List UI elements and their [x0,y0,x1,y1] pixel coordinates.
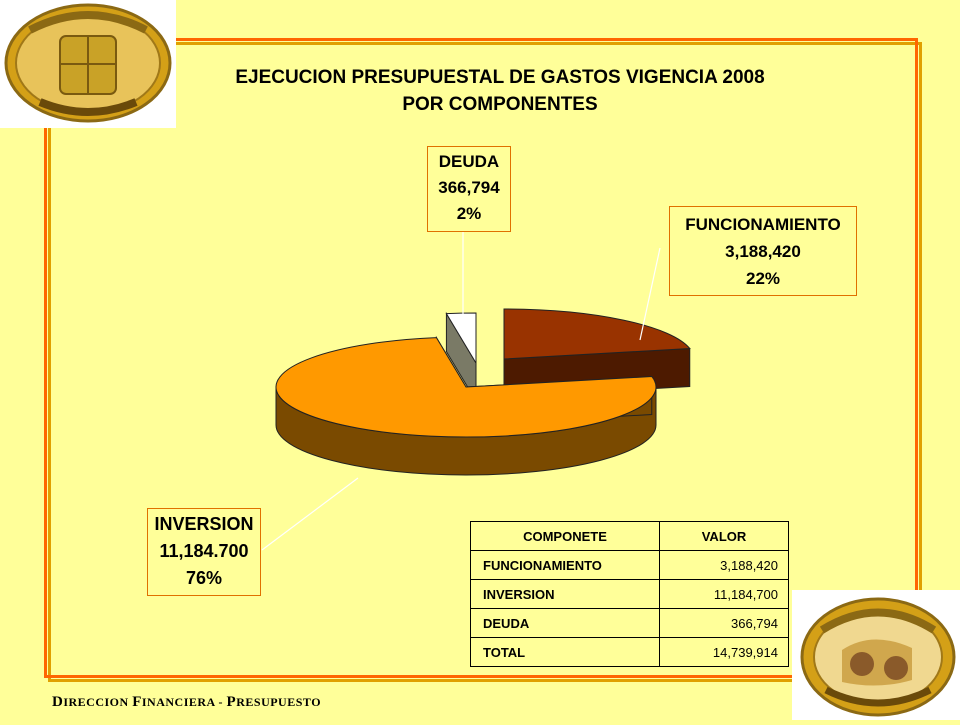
table-row: INVERSION 11,184,700 [470,579,789,609]
chart-title: EJECUCION PRESUPUESTAL DE GASTOS VIGENCI… [180,64,820,118]
title-line-2: POR COMPONENTES [402,94,598,115]
title-line-1: EJECUCION PRESUPUESTAL DE GASTOS VIGENCI… [235,67,765,88]
table-cell-value: 366,794 [659,608,789,638]
label-inversion-percent: 76% [185,568,223,588]
table-cell-name: DEUDA [470,608,660,638]
footer-initial-d: D [52,694,64,710]
label-funcionamiento-value: 3,188,420 [725,242,801,261]
label-inversion-value: 11,184.700 [159,541,249,561]
table-header-row: COMPONETE VALOR [470,521,789,551]
logo-bottom-right [792,590,960,720]
label-deuda-percent: 2% [456,204,482,223]
label-deuda: DEUDA 366,794 2% [427,146,511,232]
label-inversion: INVERSION 11,184.700 76% [147,508,261,596]
table-cell-value: 11,184,700 [659,579,789,609]
label-inversion-name: INVERSION [154,514,254,534]
table-cell-name: FUNCIONAMIENTO [470,550,660,580]
table-header-value: VALOR [659,521,789,551]
table-row: FUNCIONAMIENTO 3,188,420 [470,550,789,580]
crest-logo-icon [4,3,172,123]
table-cell-value: 3,188,420 [659,550,789,580]
logo-top-left [0,0,176,128]
label-funcionamiento-name: FUNCIONAMIENTO [685,215,841,234]
footer-part-1: IRECCION [63,695,133,709]
footer-department: DIRECCION FINANCIERA - PRESUPUESTO [52,694,321,711]
label-funcionamiento: FUNCIONAMIENTO 3,188,420 22% [669,206,857,296]
seal-logo-icon [800,597,956,717]
leader-line-inversion [261,477,359,551]
label-funcionamiento-percent: 22% [745,269,781,288]
pie-slice-funcionamiento [503,308,691,360]
label-deuda-value: 366,794 [438,178,500,197]
frame-shadow [48,42,922,682]
table-header-component: COMPONETE [470,521,660,551]
pie-slice-deuda [445,312,477,365]
footer-part-2: INANCIERA - [141,695,227,709]
footer-part-3: RESUPUESTO [236,695,322,709]
table-cell-name: TOTAL [470,637,660,667]
footer-initial-p: P [226,694,237,710]
leader-line-funcionamiento [639,247,661,341]
label-deuda-name: DEUDA [438,152,500,171]
table-cell-name: INVERSION [470,579,660,609]
components-table: COMPONETE VALOR FUNCIONAMIENTO 3,188,420… [470,521,789,667]
pie-slice-inversion [275,337,657,438]
table-row: TOTAL 14,739,914 [470,637,789,667]
slide-frame [44,38,918,678]
footer-initial-f: F [132,694,142,710]
table-row: DEUDA 366,794 [470,608,789,638]
table-cell-value: 14,739,914 [659,637,789,667]
